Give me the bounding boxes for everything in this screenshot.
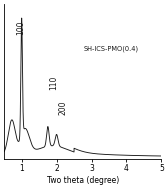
Text: SH-ICS-PMO(0.4): SH-ICS-PMO(0.4) (83, 45, 138, 52)
Text: 200: 200 (58, 101, 67, 115)
Text: 110: 110 (50, 76, 59, 90)
X-axis label: Two theta (degree): Two theta (degree) (47, 176, 119, 185)
Text: 100: 100 (16, 20, 25, 35)
